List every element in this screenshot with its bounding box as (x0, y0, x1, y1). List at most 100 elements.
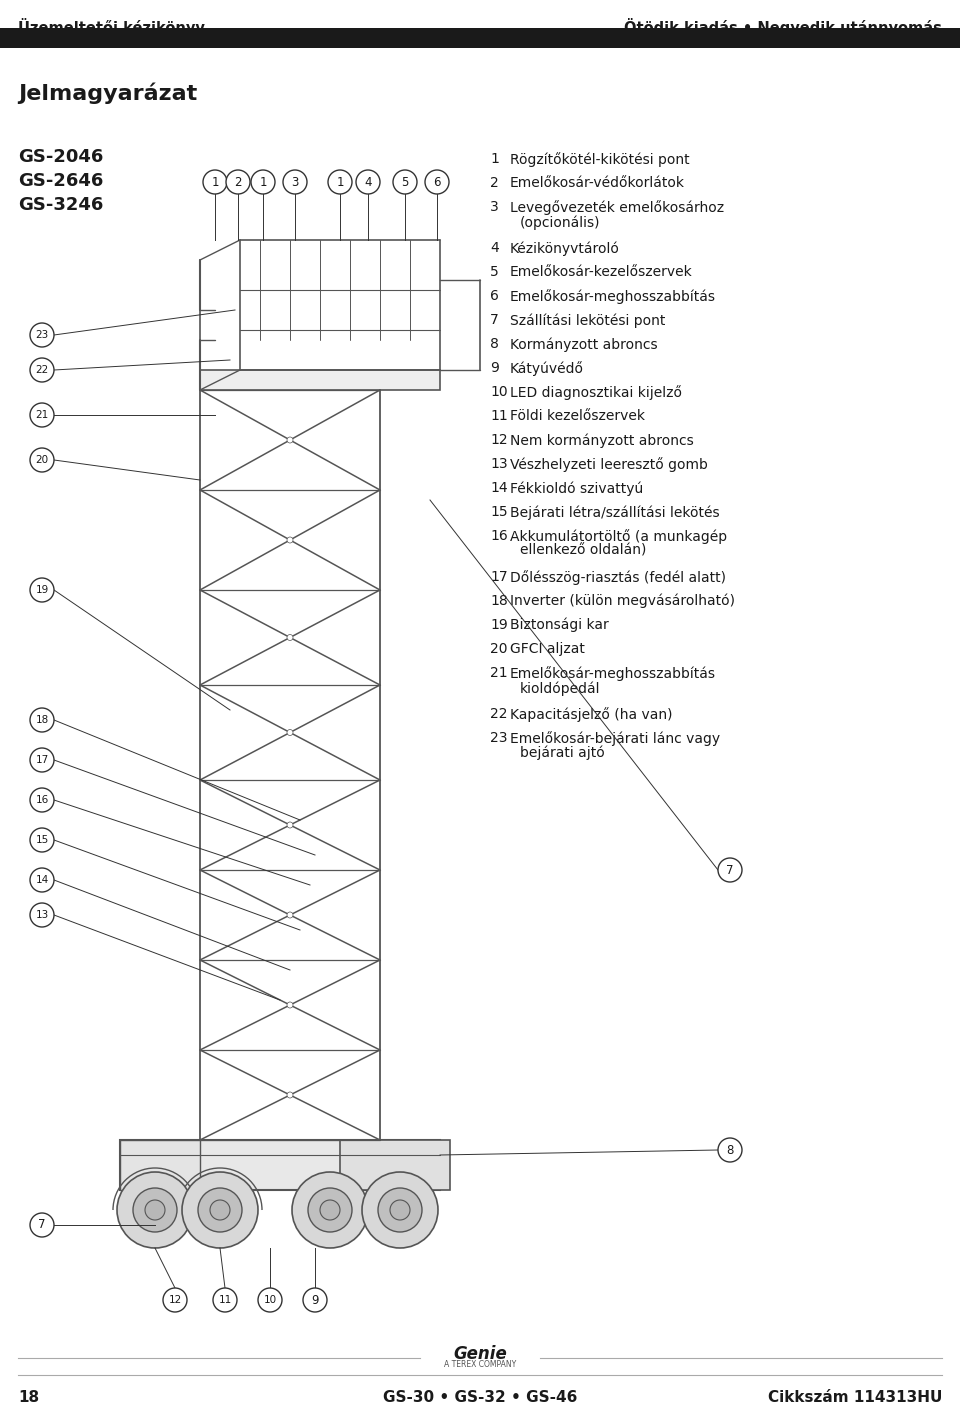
Text: 4: 4 (364, 175, 372, 189)
Text: 12: 12 (168, 1294, 181, 1306)
Circle shape (117, 1172, 193, 1248)
Text: 18: 18 (36, 715, 49, 725)
Text: 6: 6 (433, 175, 441, 189)
Text: Nem kormányzott abroncs: Nem kormányzott abroncs (510, 433, 694, 447)
Text: Üzemeltetői kézikönyv: Üzemeltetői kézikönyv (18, 18, 204, 37)
Text: Emelőkosár-kezelőszervek: Emelőkosár-kezelőszervek (510, 265, 693, 279)
Circle shape (30, 448, 54, 472)
Text: GS-30 • GS-32 • GS-46: GS-30 • GS-32 • GS-46 (383, 1390, 577, 1404)
Text: Emelőkosár-védőkorlátok: Emelőkosár-védőkorlátok (510, 176, 685, 190)
Text: 7: 7 (38, 1218, 46, 1231)
Circle shape (303, 1287, 327, 1311)
Bar (200, 369, 440, 391)
Text: 21: 21 (490, 666, 508, 680)
Text: 5: 5 (490, 265, 499, 279)
Circle shape (182, 1172, 258, 1248)
Text: 14: 14 (490, 481, 508, 495)
Text: Akkumulátortöltő (a munkagép: Akkumulátortöltő (a munkagép (510, 529, 727, 544)
Text: Kormányzott abroncs: Kormányzott abroncs (510, 337, 658, 351)
Circle shape (251, 171, 275, 195)
Bar (340, 1141, 450, 1190)
Text: (opcionális): (opcionális) (520, 214, 601, 230)
Text: 17: 17 (36, 754, 49, 766)
Circle shape (287, 1003, 293, 1008)
Text: Szállítási lekötési pont: Szállítási lekötési pont (510, 313, 665, 327)
Text: Jelmagyarázat: Jelmagyarázat (18, 82, 197, 103)
Circle shape (30, 828, 54, 852)
Circle shape (287, 1091, 293, 1098)
Circle shape (425, 171, 449, 195)
Text: 14: 14 (36, 876, 49, 885)
Circle shape (30, 578, 54, 602)
Bar (0, 28, 960, 48)
Text: 9: 9 (490, 361, 499, 375)
Text: Genie: Genie (453, 1345, 507, 1363)
Text: Inverter (külön megvásárolható): Inverter (külön megvásárolható) (510, 594, 735, 609)
Text: 23: 23 (36, 330, 49, 340)
Circle shape (308, 1189, 352, 1232)
Circle shape (30, 747, 54, 773)
Circle shape (287, 437, 293, 443)
Text: 17: 17 (490, 570, 508, 584)
Circle shape (198, 1189, 242, 1232)
Text: A TEREX COMPANY: A TEREX COMPANY (444, 1361, 516, 1369)
Circle shape (287, 822, 293, 828)
Circle shape (283, 171, 307, 195)
Text: 16: 16 (490, 529, 508, 543)
Text: LED diagnosztikai kijelző: LED diagnosztikai kijelző (510, 385, 682, 400)
Text: Vészhelyzeti leeresztő gomb: Vészhelyzeti leeresztő gomb (510, 457, 708, 472)
Text: Rögzítőkötél-kikötési pont: Rögzítőkötél-kikötési pont (510, 152, 689, 166)
Text: 13: 13 (490, 457, 508, 471)
Text: 11: 11 (218, 1294, 231, 1306)
Text: Kátyúvédő: Kátyúvédő (510, 361, 584, 376)
Text: 2: 2 (490, 176, 499, 190)
Text: GS-2646: GS-2646 (18, 172, 104, 190)
Circle shape (287, 634, 293, 640)
Text: 1: 1 (336, 175, 344, 189)
Text: 7: 7 (490, 313, 499, 327)
Circle shape (30, 1213, 54, 1237)
Text: 20: 20 (490, 642, 508, 656)
Text: 7: 7 (727, 863, 733, 877)
Text: 8: 8 (490, 337, 499, 351)
Text: Kapacitásjelző (ha van): Kapacitásjelző (ha van) (510, 706, 673, 722)
Text: Bejárati létra/szállítási lekötés: Bejárati létra/szállítási lekötés (510, 505, 720, 519)
Text: Levegővezeték emelőkosárhoz: Levegővezeték emelőkosárhoz (510, 200, 724, 214)
Circle shape (393, 171, 417, 195)
Text: Emelőkosár-meghosszabbítás: Emelőkosár-meghosszabbítás (510, 666, 716, 681)
Circle shape (210, 1200, 230, 1220)
Text: 15: 15 (490, 505, 508, 519)
Text: Dőlésszög-riasztás (fedél alatt): Dőlésszög-riasztás (fedél alatt) (510, 570, 726, 585)
Text: 22: 22 (36, 365, 49, 375)
Text: 1: 1 (259, 175, 267, 189)
Text: 15: 15 (36, 835, 49, 845)
Text: 20: 20 (36, 455, 49, 465)
Circle shape (378, 1189, 422, 1232)
Text: 18: 18 (18, 1390, 39, 1404)
Text: 19: 19 (490, 618, 508, 632)
Text: Ötödik kiadás • Negyedik utánnyomás: Ötödik kiadás • Negyedik utánnyomás (624, 18, 942, 37)
Text: 3: 3 (291, 175, 299, 189)
Circle shape (30, 902, 54, 926)
Circle shape (292, 1172, 368, 1248)
Circle shape (30, 403, 54, 427)
Circle shape (163, 1287, 187, 1311)
Bar (120, 1141, 440, 1190)
Text: 23: 23 (490, 730, 508, 744)
Circle shape (30, 788, 54, 812)
Circle shape (30, 708, 54, 732)
Text: 10: 10 (263, 1294, 276, 1306)
Text: 18: 18 (490, 594, 508, 608)
Circle shape (356, 171, 380, 195)
Text: 10: 10 (490, 385, 508, 399)
Text: 1: 1 (211, 175, 219, 189)
Circle shape (226, 171, 250, 195)
Text: 1: 1 (490, 152, 499, 166)
Text: GS-2046: GS-2046 (18, 148, 104, 166)
Text: 22: 22 (490, 706, 508, 721)
Text: 6: 6 (490, 289, 499, 303)
Text: GS-3246: GS-3246 (18, 196, 104, 214)
Circle shape (30, 358, 54, 382)
Circle shape (30, 323, 54, 347)
Circle shape (30, 869, 54, 893)
